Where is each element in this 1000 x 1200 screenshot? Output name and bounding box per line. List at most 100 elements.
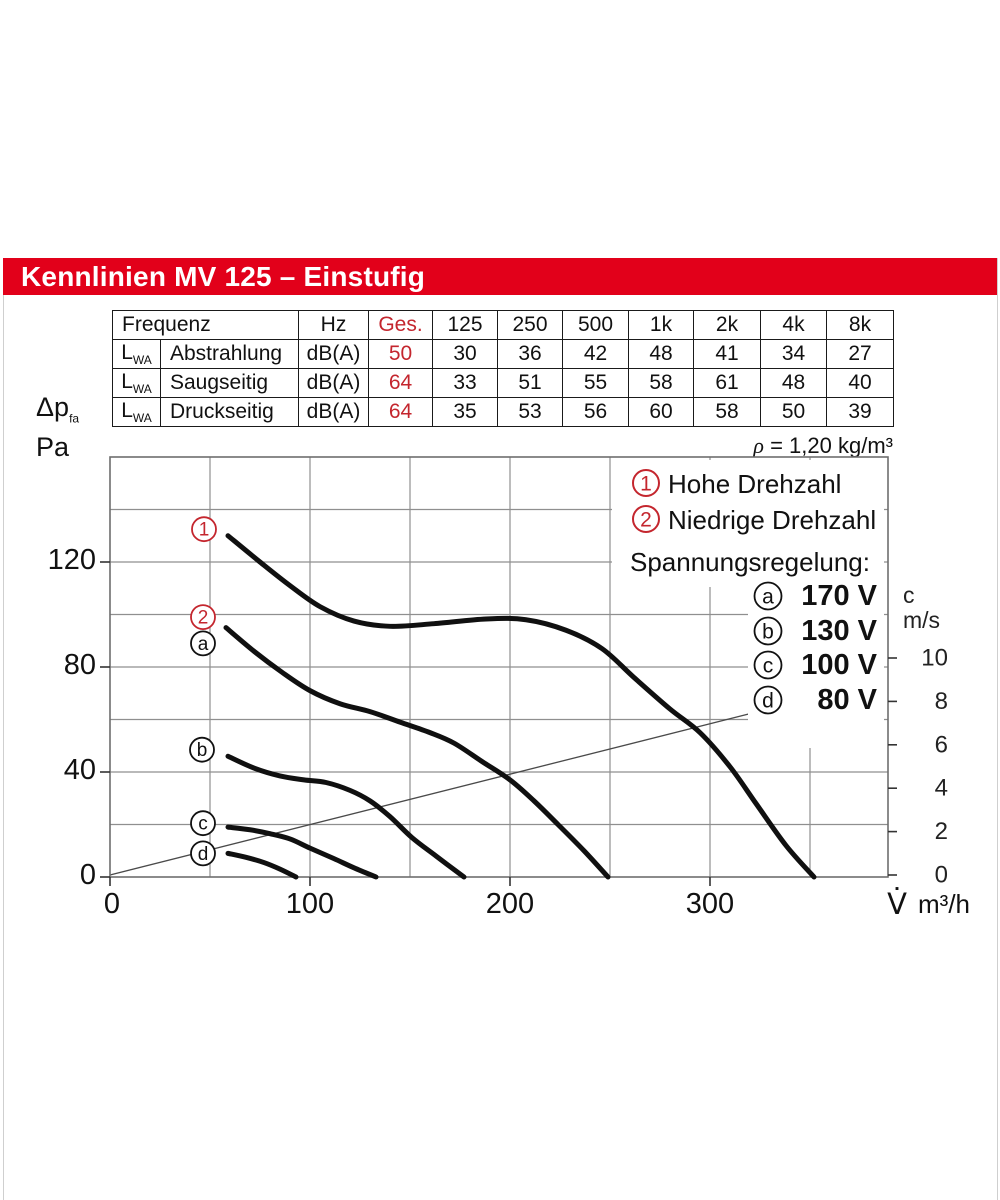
curve-2a-niedrige-drehzahl-170v [223, 625, 611, 880]
table-cell: 27 [826, 339, 894, 369]
curve-d-80v [225, 850, 299, 880]
table-cell: LWA [112, 339, 161, 369]
header-band: 8k [826, 310, 894, 340]
marker-symbol: 1 [199, 520, 210, 541]
x-axis-tick-label: 100 [286, 888, 334, 920]
x-axis-tick-label: 200 [486, 888, 534, 920]
curve-b-130v [225, 753, 467, 880]
header-frequency: Frequenz [112, 310, 299, 340]
table-cell: LWA [112, 368, 161, 398]
voltage-a-icon [753, 581, 783, 611]
row-label: L [121, 369, 133, 393]
marker-c-icon [190, 810, 216, 837]
voltage-value: 100 V [801, 649, 877, 681]
y2-axis-tick-label: 0 [935, 862, 948, 889]
table-cell: 48 [628, 339, 694, 369]
legend: 1 Hohe Drehzahl 2 Niedrige Drehzahl Span… [630, 469, 878, 716]
y-axis-tick-label: 0 [80, 859, 96, 891]
y2-axis-title-symbol: c [903, 582, 915, 608]
x-axis-tick-label: 0 [104, 888, 120, 920]
marker-symbol: c [198, 814, 208, 835]
y-axis-title-unit: Pa [36, 432, 70, 463]
marker-symbol: a [198, 634, 209, 655]
voltage-value: 170 V [801, 580, 877, 612]
table-cell: 30 [432, 339, 498, 369]
voltage-control-title: Spannungsregelung: [630, 547, 870, 577]
marker-d-icon [190, 840, 216, 867]
curves-group [223, 533, 817, 880]
curve-marker: 2 [190, 604, 216, 631]
table-cell: 40 [826, 368, 894, 398]
marker-1-icon [191, 516, 217, 543]
title-bar: Kennlinien MV 125 – Einstufig [3, 258, 997, 295]
axis-ticks-group: 0 40 80 120 0 100 200 300 0 2 4 6 8 10 [48, 544, 948, 920]
marker-symbol: b [197, 740, 208, 761]
table-cell: dB(A) [298, 397, 369, 427]
speed-2-label: Niedrige Drehzahl [668, 505, 876, 535]
x-axis-tick-label: 300 [686, 888, 734, 920]
table-cell: 41 [693, 339, 761, 369]
curve-marker: d [190, 840, 216, 867]
density-note: ρ = 1,20 kg/m³ [500, 433, 893, 459]
legend-voltage-item: d 80 V [753, 684, 878, 716]
y2-axis-tick-label: 6 [935, 731, 948, 758]
curve-marker: c [190, 810, 216, 837]
table-cell: Abstrahlung [160, 339, 299, 369]
row-label: L [121, 340, 133, 364]
header-band: 4k [760, 310, 827, 340]
table-cell: 51 [497, 368, 563, 398]
table-cell: dB(A) [298, 339, 369, 369]
table-cell: 53 [497, 397, 563, 427]
marker-symbol: d [198, 844, 209, 865]
speed-1-label: Hohe Drehzahl [668, 469, 841, 499]
voltage-symbol: c [763, 655, 774, 678]
table-row: LWA Druckseitig dB(A) 64 35 53 56 60 58 50 39 [112, 397, 894, 427]
marker-2-icon [190, 604, 216, 631]
page-title: Kennlinien MV 125 – Einstufig [21, 260, 426, 292]
voltage-b-icon [753, 616, 783, 646]
header-band: 125 [432, 310, 498, 340]
table-cell: 50 [368, 339, 433, 369]
legend-voltage-item: a 170 V [753, 580, 878, 612]
x-axis-flow-symbol: V̇ [887, 887, 907, 921]
table-cell: dB(A) [298, 368, 369, 398]
y-axis-title-subscript: fa [69, 411, 80, 426]
curve-marker: a [190, 630, 216, 657]
header-band: 2k [693, 310, 761, 340]
curve-c-100v [225, 824, 379, 880]
table-cell: 35 [432, 397, 498, 427]
curve-marker: 1 [191, 516, 217, 543]
density-value: = 1,20 kg/m³ [763, 433, 893, 458]
speed-2-icon [632, 505, 660, 533]
voltage-value: 80 V [817, 684, 877, 716]
air-velocity-line [109, 710, 761, 876]
y-axis-title-symbol: Δp [36, 392, 70, 422]
y2-axis-title-unit: m/s [903, 607, 940, 633]
row-label-sub: WA [132, 353, 152, 368]
row-label: L [121, 398, 133, 422]
curve-1-hohe-drehzahl [225, 533, 817, 880]
table-cell: 36 [497, 339, 563, 369]
curve-markers-group: 1 2 a b cd [189, 516, 217, 867]
speed-2-symbol: 2 [640, 509, 652, 532]
table-header-row: Frequenz Hz Ges. 125 250 500 1k 2k 4k 8k [112, 310, 894, 340]
header-hz: Hz [298, 310, 369, 340]
voltage-symbol: b [762, 621, 774, 644]
row-label-sub: WA [132, 411, 152, 426]
table-cell: Druckseitig [160, 397, 299, 427]
table-cell: 64 [368, 397, 433, 427]
y-axis-tick-label: 80 [64, 649, 96, 681]
voltage-d-icon [753, 685, 783, 715]
speed-1-icon [632, 469, 660, 497]
noise-spectrum-table: Frequenz Hz Ges. 125 250 500 1k 2k 4k 8k… [112, 310, 894, 427]
voltage-value: 130 V [801, 615, 877, 647]
air-velocity-line-group [109, 710, 761, 876]
table-cell: 58 [628, 368, 694, 398]
table-cell: LWA [112, 397, 161, 427]
legend-voltage-item: b 130 V [753, 615, 878, 647]
table-cell: Saugseitig [160, 368, 299, 398]
header-band: 1k [628, 310, 694, 340]
header-band: 500 [562, 310, 629, 340]
header-total: Ges. [368, 310, 433, 340]
table-cell: 34 [760, 339, 827, 369]
